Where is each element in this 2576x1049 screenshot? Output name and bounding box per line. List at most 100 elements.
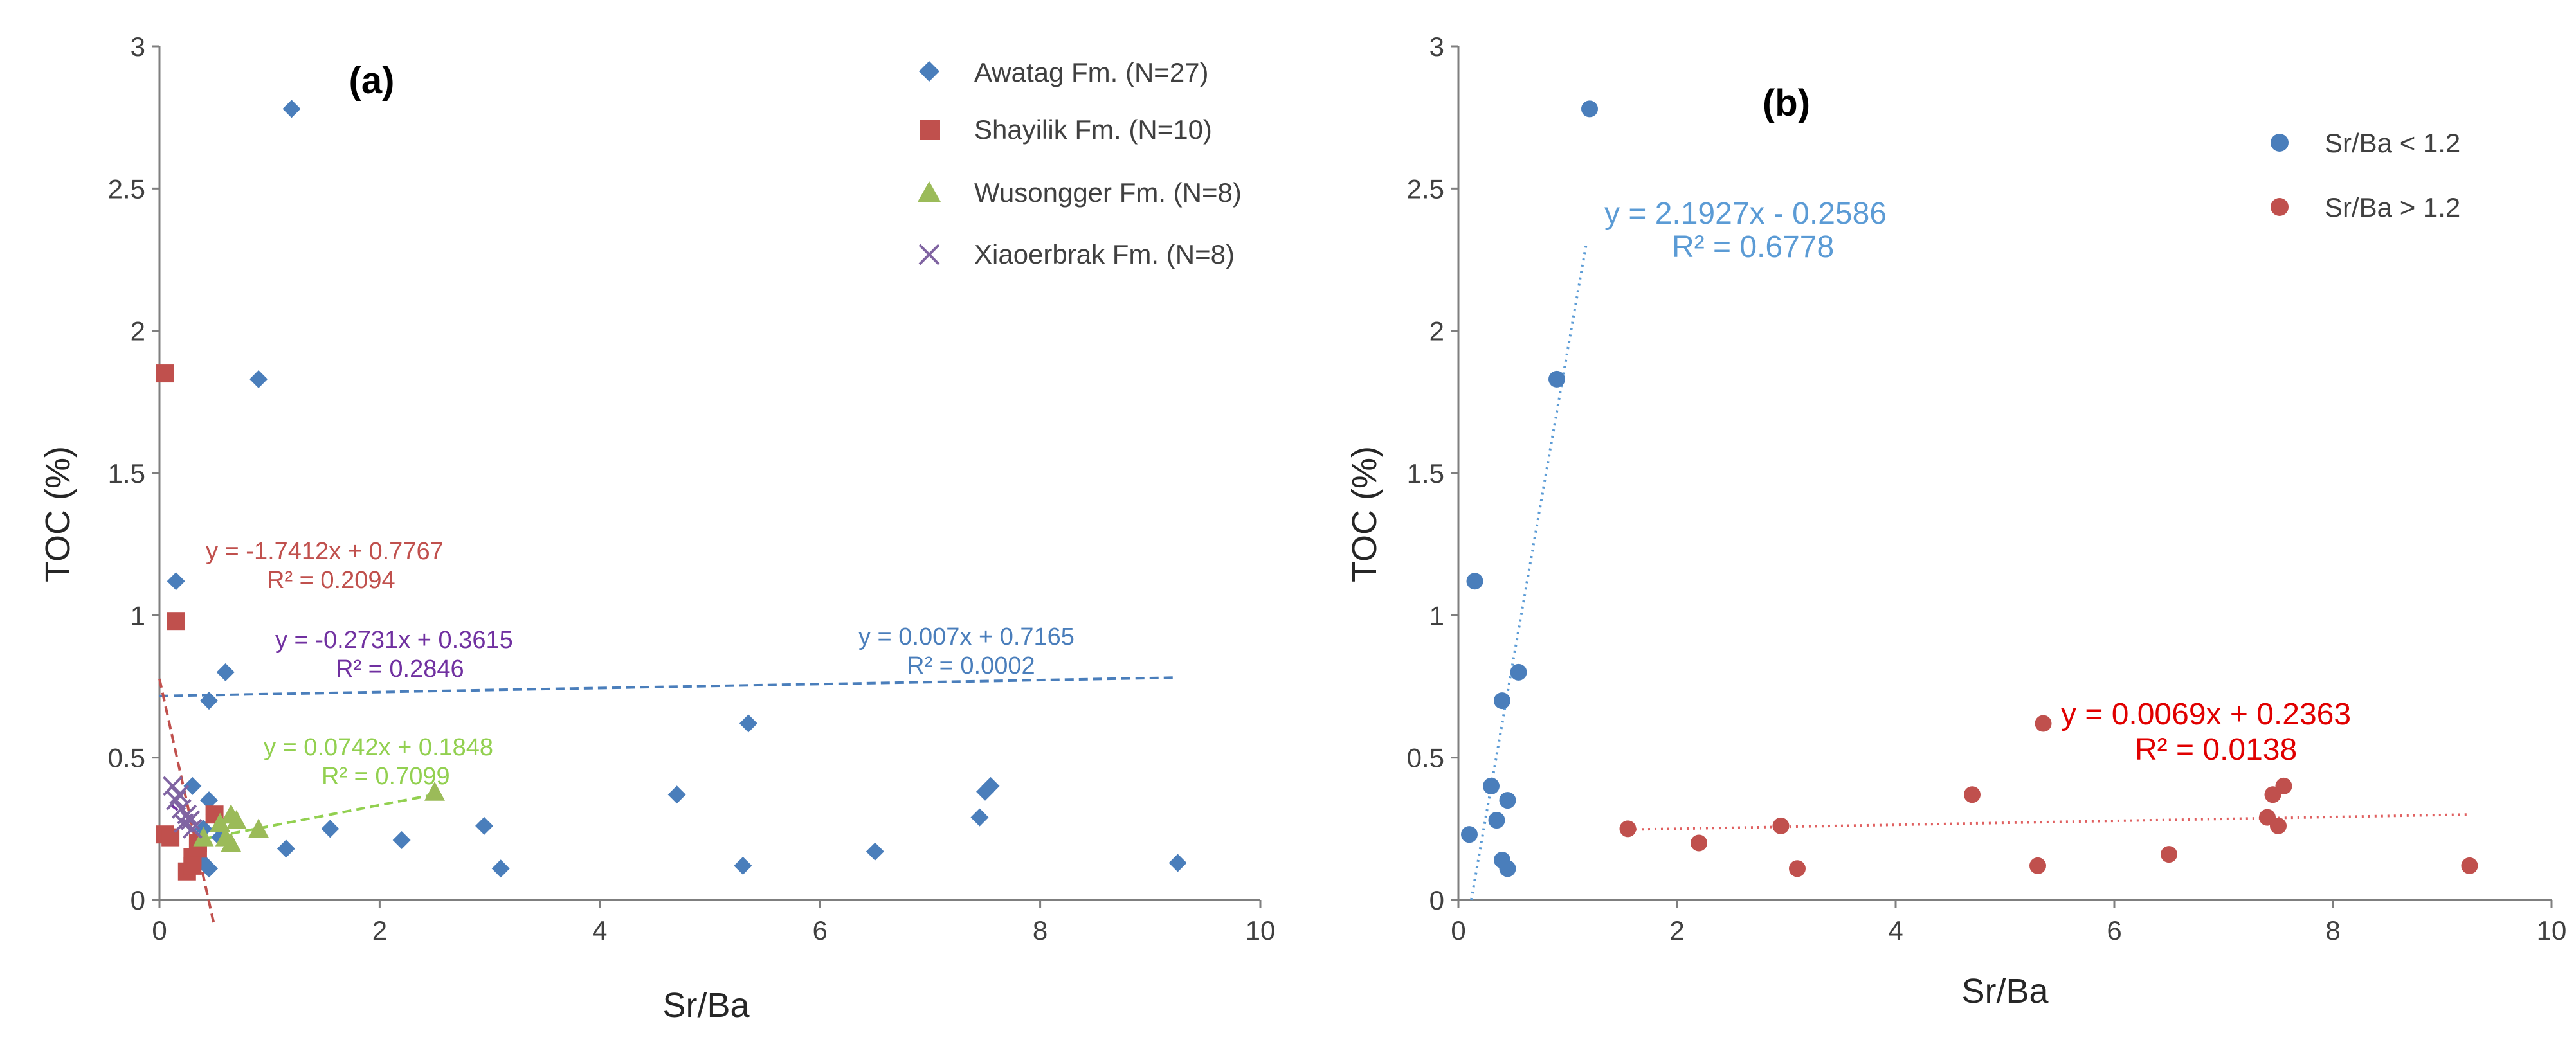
- data-point: [1483, 777, 1500, 794]
- data-point: [392, 831, 411, 850]
- data-point: [200, 859, 219, 878]
- trendline-labels: y = -1.7412x + 0.7767 R² = 0.2094 y = -0…: [206, 538, 1075, 790]
- legend: Sr/Ba < 1.2 Sr/Ba > 1.2: [2271, 128, 2460, 222]
- data-point: [169, 784, 190, 805]
- data-point: [200, 692, 219, 710]
- data-point: [182, 818, 203, 839]
- data-point: [866, 842, 884, 861]
- legend-item-high: Sr/Ba > 1.2: [2271, 192, 2460, 222]
- circle-marker-icon: [2271, 198, 2289, 216]
- data-point: [734, 856, 752, 875]
- data-point: [226, 810, 247, 830]
- x-tick-label: 10: [2537, 915, 2567, 946]
- x-tick-label: 0: [1451, 915, 1465, 946]
- data-point: [424, 781, 445, 801]
- awatag-r2: R² = 0.0002: [907, 652, 1035, 679]
- data-point: [970, 808, 989, 827]
- legend-label: Xiaoerbrak Fm. (N=8): [974, 239, 1235, 269]
- shayilik-equation: y = -1.7412x + 0.7767: [206, 538, 444, 565]
- awatag-equation: y = 0.007x + 0.7165: [858, 623, 1075, 650]
- data-point: [1499, 860, 1516, 877]
- data-point: [2270, 817, 2287, 834]
- y-tick-label: 0.5: [108, 743, 145, 773]
- trendline: [1622, 813, 2470, 831]
- shayilik-r2: R² = 0.2094: [267, 567, 395, 594]
- data-point: [1168, 854, 1187, 872]
- trendline: [159, 676, 1178, 697]
- data-point: [2161, 846, 2177, 863]
- legend-label: Shayilik Fm. (N=10): [974, 114, 1212, 145]
- chart-panel-b: 00.511.522.53 0 2 4 6 8 10 (b) Sr/Ba TOC (%) …: [1345, 31, 2566, 1010]
- y-tick-label: 1: [131, 600, 145, 631]
- y-tick-label: 3: [1429, 31, 1444, 62]
- y-tick-label: 0: [1429, 885, 1444, 915]
- x-axis-label: Sr/Ba: [1961, 972, 2049, 1010]
- x-tick-label: 0: [152, 915, 167, 946]
- data-point: [1461, 826, 1478, 843]
- legend-item-wusongger: Wusongger Fm. (N=8): [918, 177, 1242, 208]
- data-point: [321, 820, 340, 838]
- y-tick-label: 1.5: [108, 458, 145, 489]
- x-marker-icon: [918, 244, 940, 265]
- data-point: [277, 839, 295, 858]
- y-tick-label: 3: [131, 31, 145, 62]
- low-r2: R² = 0.6778: [1672, 230, 1834, 264]
- trendline: [203, 793, 435, 841]
- data-point: [667, 785, 686, 804]
- legend-item-xiaoerbrak: Xiaoerbrak Fm. (N=8): [918, 239, 1235, 269]
- data-point: [1691, 834, 1707, 852]
- square-marker-icon: [920, 120, 940, 140]
- y-tick-label: 1: [1429, 600, 1444, 631]
- trendlines: [158, 676, 1178, 928]
- data-point: [166, 790, 186, 811]
- data-point: [1772, 817, 1790, 834]
- legend-label: Sr/Ba > 1.2: [2325, 192, 2460, 222]
- data-point: [1499, 792, 1516, 809]
- data-points: [156, 100, 1187, 881]
- x-tick-label: 4: [592, 915, 607, 946]
- y-tick-label: 2: [131, 316, 145, 346]
- data-point: [167, 612, 185, 631]
- data-point: [282, 100, 301, 118]
- x-tick-label: 8: [1033, 915, 1048, 946]
- data-point: [2035, 715, 2052, 732]
- y-tick-label: 0: [131, 885, 145, 915]
- data-point: [216, 663, 235, 681]
- circle-marker-icon: [2271, 134, 2289, 152]
- legend-item-awatag: Awatag Fm. (N=27): [919, 57, 1209, 87]
- panel-label: (a): [349, 60, 395, 102]
- data-point: [1494, 692, 1510, 710]
- x-tick-label: 4: [1888, 915, 1903, 946]
- data-point: [183, 856, 202, 875]
- data-point: [1789, 860, 1806, 877]
- x-tick-label: 2: [1669, 915, 1684, 946]
- legend-label: Wusongger Fm. (N=8): [974, 177, 1242, 208]
- trendline: [1470, 243, 1588, 901]
- data-point: [1488, 812, 1505, 829]
- data-point: [1510, 663, 1527, 681]
- data-point: [248, 818, 269, 838]
- x-axis-ticks: 0 2 4 6 8 10: [1451, 900, 2566, 946]
- x-tick-label: 10: [1246, 915, 1276, 946]
- chart-panel-a: 00.511.522.53 0 2 4 6 8 10 (a) Sr/Ba TOC (%) …: [39, 31, 1275, 1025]
- data-point: [1466, 573, 1483, 590]
- y-tick-label: 2.5: [1407, 174, 1444, 204]
- legend: Awatag Fm. (N=27) Shayilik Fm. (N=10) Wu…: [918, 57, 1242, 269]
- x-axis-label: Sr/Ba: [662, 986, 750, 1025]
- y-axis-ticks: 0 0.5 1 1.5 2 2.5 3: [108, 31, 159, 915]
- legend-item-shayilik: Shayilik Fm. (N=10): [920, 114, 1212, 145]
- data-point: [475, 816, 494, 835]
- low-equation: y = 2.1927x - 0.2586: [1604, 197, 1887, 231]
- y-tick-label: 1.5: [1407, 458, 1444, 489]
- data-point: [200, 791, 219, 810]
- y-axis-ticks: 0 0.5 1 1.5 2 2.5 3: [1407, 31, 1458, 915]
- legend-label: Awatag Fm. (N=27): [974, 57, 1209, 87]
- y-axis-label: TOC (%): [1345, 446, 1384, 582]
- x-tick-label: 6: [2107, 915, 2121, 946]
- legend-item-low: Sr/Ba < 1.2: [2271, 128, 2460, 158]
- wusongger-equation: y = 0.0742x + 0.1848: [264, 734, 493, 761]
- y-axis-label: TOC (%): [39, 446, 77, 582]
- data-point: [1548, 370, 1565, 388]
- trendline-labels: y = 2.1927x - 0.2586 R² = 0.6778 y = 0.0…: [1604, 197, 2351, 767]
